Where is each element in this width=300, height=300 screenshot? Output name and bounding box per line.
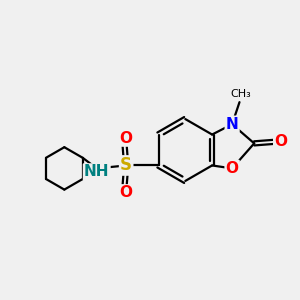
- Text: N: N: [226, 117, 239, 132]
- Text: O: O: [119, 130, 132, 146]
- Text: S: S: [120, 157, 132, 175]
- Text: NH: NH: [84, 164, 110, 179]
- Text: O: O: [274, 134, 287, 149]
- Text: O: O: [226, 161, 238, 176]
- Text: O: O: [119, 185, 132, 200]
- Text: CH₃: CH₃: [231, 89, 251, 99]
